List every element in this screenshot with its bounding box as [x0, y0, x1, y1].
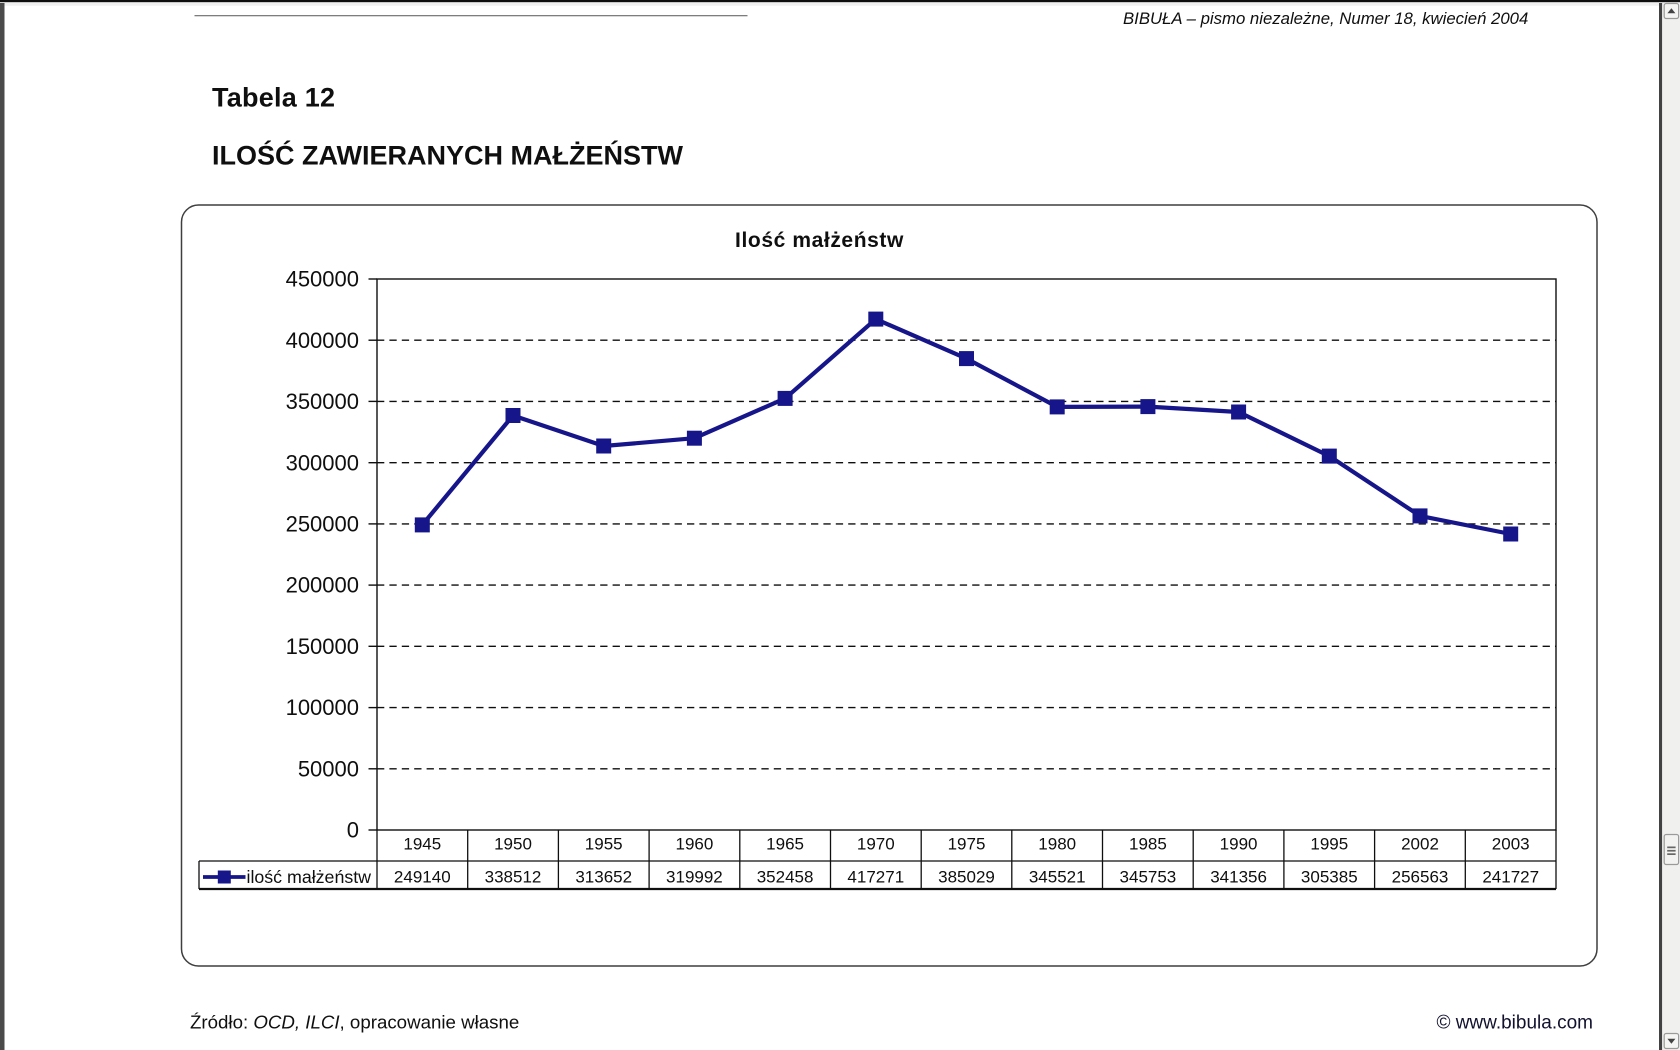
svg-text:250000: 250000	[286, 512, 359, 537]
svg-text:338512: 338512	[485, 867, 542, 886]
svg-text:1990: 1990	[1220, 834, 1258, 853]
svg-text:Źródło: OCD, ILCI, opracowanie: Źródło: OCD, ILCI, opracowanie własne	[190, 1012, 519, 1033]
svg-text:350000: 350000	[286, 389, 359, 414]
svg-text:1980: 1980	[1038, 834, 1076, 853]
svg-text:1960: 1960	[675, 834, 713, 853]
svg-text:345753: 345753	[1120, 867, 1177, 886]
svg-text:417271: 417271	[847, 867, 904, 886]
svg-text:352458: 352458	[757, 867, 814, 886]
svg-text:450000: 450000	[286, 267, 359, 292]
svg-text:1955: 1955	[585, 834, 623, 853]
svg-text:400000: 400000	[286, 328, 359, 353]
svg-text:BIBUŁA – pismo niezależne, Num: BIBUŁA – pismo niezależne, Numer 18, kwi…	[1123, 9, 1528, 28]
svg-text:ILOŚĆ ZAWIERANYCH MAŁŻEŃSTW: ILOŚĆ ZAWIERANYCH MAŁŻEŃSTW	[212, 139, 683, 170]
svg-text:385029: 385029	[938, 867, 995, 886]
svg-text:256563: 256563	[1392, 867, 1449, 886]
svg-text:2002: 2002	[1401, 834, 1439, 853]
svg-text:313652: 313652	[575, 867, 632, 886]
svg-text:2003: 2003	[1492, 834, 1530, 853]
svg-text:1985: 1985	[1129, 834, 1167, 853]
svg-text:345521: 345521	[1029, 867, 1086, 886]
svg-text:319992: 319992	[666, 867, 723, 886]
svg-text:1965: 1965	[766, 834, 804, 853]
svg-text:1950: 1950	[494, 834, 532, 853]
svg-text:0: 0	[347, 818, 359, 843]
svg-text:Ilość małżeństw: Ilość małżeństw	[735, 229, 904, 252]
svg-text:100000: 100000	[286, 695, 359, 720]
svg-text:1945: 1945	[403, 834, 441, 853]
svg-text:50000: 50000	[298, 756, 359, 781]
svg-text:249140: 249140	[394, 867, 451, 886]
svg-text:305385: 305385	[1301, 867, 1358, 886]
svg-text:341356: 341356	[1210, 867, 1267, 886]
svg-text:300000: 300000	[286, 450, 359, 475]
svg-text:200000: 200000	[286, 573, 359, 598]
svg-text:150000: 150000	[286, 634, 359, 659]
svg-text:ilość małżeństw: ilość małżeństw	[247, 867, 372, 887]
svg-text:© www.bibula.com: © www.bibula.com	[1436, 1012, 1593, 1033]
svg-text:241727: 241727	[1482, 867, 1539, 886]
svg-text:1995: 1995	[1310, 834, 1348, 853]
svg-text:1970: 1970	[857, 834, 895, 853]
svg-text:1975: 1975	[948, 834, 986, 853]
svg-text:Tabela 12: Tabela 12	[212, 82, 335, 112]
